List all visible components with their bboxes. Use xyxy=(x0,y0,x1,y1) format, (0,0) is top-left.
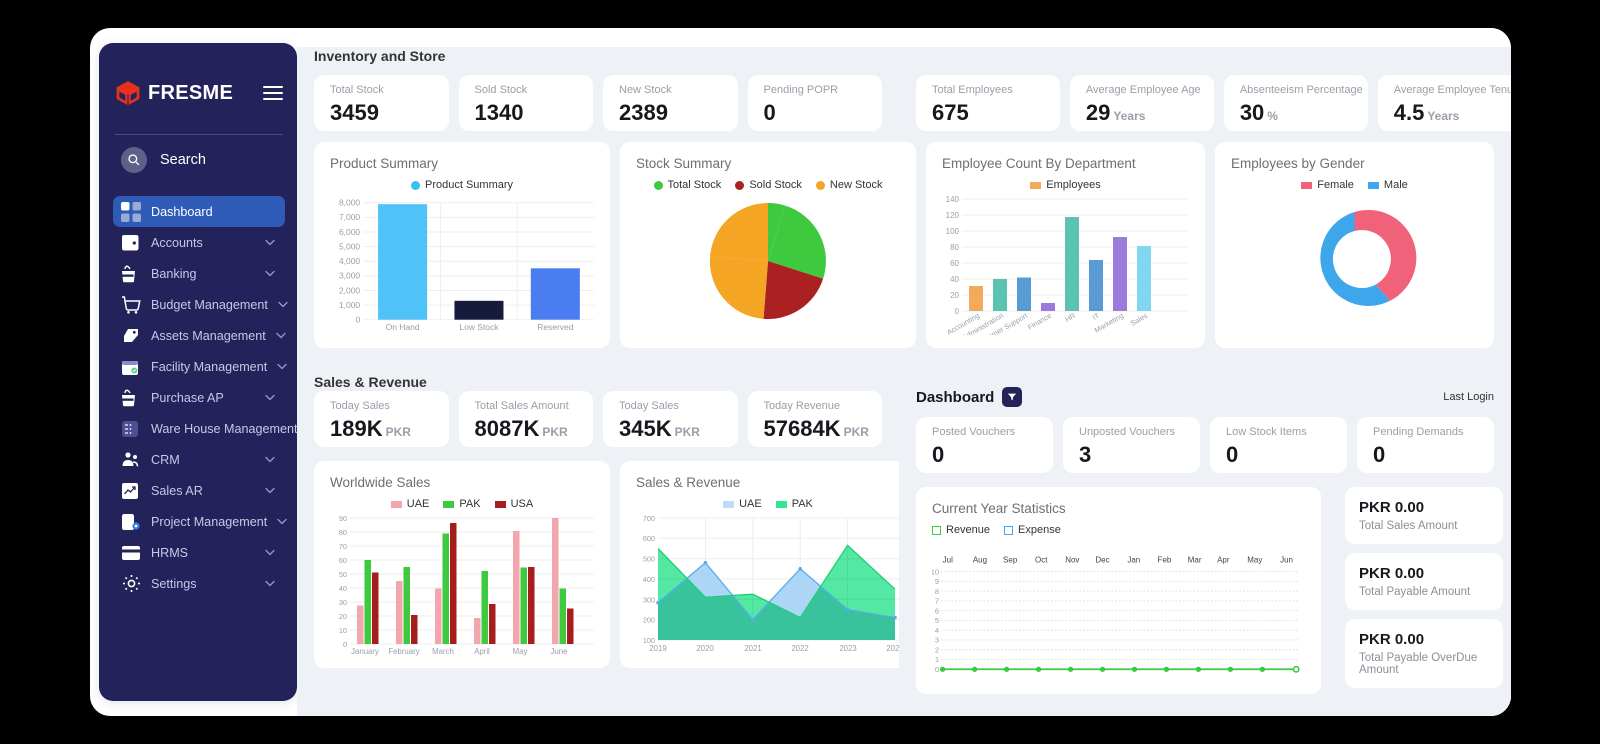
svg-text:June: June xyxy=(551,647,568,656)
svg-text:0: 0 xyxy=(935,665,939,674)
svg-text:5: 5 xyxy=(935,616,939,625)
svg-text:Jan: Jan xyxy=(1127,556,1140,565)
svg-text:April: April xyxy=(474,647,490,656)
svg-text:Reserved: Reserved xyxy=(537,322,574,332)
svg-text:2,000: 2,000 xyxy=(339,285,360,295)
svg-text:300: 300 xyxy=(643,596,655,605)
svg-text:Nov: Nov xyxy=(1065,556,1079,565)
svg-text:80: 80 xyxy=(339,528,347,537)
svg-text:140: 140 xyxy=(946,195,960,204)
svg-text:3: 3 xyxy=(935,636,939,645)
svg-text:40: 40 xyxy=(339,584,347,593)
svg-text:50: 50 xyxy=(339,570,347,579)
svg-text:Sales: Sales xyxy=(1129,311,1150,328)
svg-text:2022: 2022 xyxy=(791,644,808,653)
svg-text:4,000: 4,000 xyxy=(339,256,360,266)
svg-text:8,000: 8,000 xyxy=(339,198,360,208)
svg-text:2021: 2021 xyxy=(744,644,761,653)
svg-text:2: 2 xyxy=(935,645,939,654)
svg-text:2024: 2024 xyxy=(886,644,900,653)
svg-text:May: May xyxy=(513,647,528,656)
svg-text:8: 8 xyxy=(935,587,939,596)
svg-text:Finance: Finance xyxy=(1026,311,1053,332)
svg-text:7,000: 7,000 xyxy=(339,212,360,222)
svg-text:IT: IT xyxy=(1091,311,1102,322)
svg-text:7: 7 xyxy=(935,597,939,606)
svg-text:70: 70 xyxy=(339,542,347,551)
svg-text:Jul: Jul xyxy=(943,556,953,565)
svg-text:Oct: Oct xyxy=(1035,556,1048,565)
svg-text:Sep: Sep xyxy=(1003,556,1018,565)
svg-text:80: 80 xyxy=(950,243,959,252)
svg-text:600: 600 xyxy=(643,534,655,543)
svg-text:5,000: 5,000 xyxy=(339,241,360,251)
svg-text:HR: HR xyxy=(1063,311,1077,324)
svg-text:10: 10 xyxy=(339,626,347,635)
svg-text:40: 40 xyxy=(950,275,959,284)
svg-text:120: 120 xyxy=(946,211,960,220)
svg-text:Low Stock: Low Stock xyxy=(459,322,499,332)
svg-text:January: January xyxy=(351,647,379,656)
svg-text:20: 20 xyxy=(950,291,959,300)
svg-text:30: 30 xyxy=(339,598,347,607)
svg-text:20: 20 xyxy=(339,612,347,621)
svg-text:100: 100 xyxy=(946,227,960,236)
svg-text:2023: 2023 xyxy=(839,644,856,653)
svg-text:700: 700 xyxy=(643,514,655,523)
svg-text:Mar: Mar xyxy=(1188,556,1202,565)
svg-text:0: 0 xyxy=(343,640,347,649)
svg-text:200: 200 xyxy=(643,616,655,625)
svg-text:6,000: 6,000 xyxy=(339,227,360,237)
svg-text:10: 10 xyxy=(932,567,939,576)
svg-text:2020: 2020 xyxy=(696,644,714,653)
svg-text:9: 9 xyxy=(935,577,939,586)
svg-text:1,000: 1,000 xyxy=(339,300,360,310)
svg-text:0: 0 xyxy=(955,307,960,316)
svg-text:Dec: Dec xyxy=(1095,556,1109,565)
svg-text:90: 90 xyxy=(339,514,347,523)
svg-text:February: February xyxy=(388,647,419,656)
svg-text:400: 400 xyxy=(643,575,655,584)
svg-text:3,000: 3,000 xyxy=(339,271,360,281)
svg-text:Jun: Jun xyxy=(1280,556,1293,565)
svg-text:May: May xyxy=(1247,556,1262,565)
svg-text:March: March xyxy=(432,647,454,656)
svg-text:On Hand: On Hand xyxy=(386,322,420,332)
svg-text:0: 0 xyxy=(355,315,360,325)
svg-text:500: 500 xyxy=(643,555,655,564)
svg-text:60: 60 xyxy=(950,259,959,268)
svg-text:4: 4 xyxy=(935,626,939,635)
svg-text:Feb: Feb xyxy=(1158,556,1172,565)
svg-text:60: 60 xyxy=(339,556,347,565)
svg-text:6: 6 xyxy=(935,606,939,615)
svg-text:Aug: Aug xyxy=(973,556,987,565)
svg-text:2019: 2019 xyxy=(649,644,666,653)
svg-text:1: 1 xyxy=(935,655,939,664)
svg-text:Apr: Apr xyxy=(1217,556,1230,565)
